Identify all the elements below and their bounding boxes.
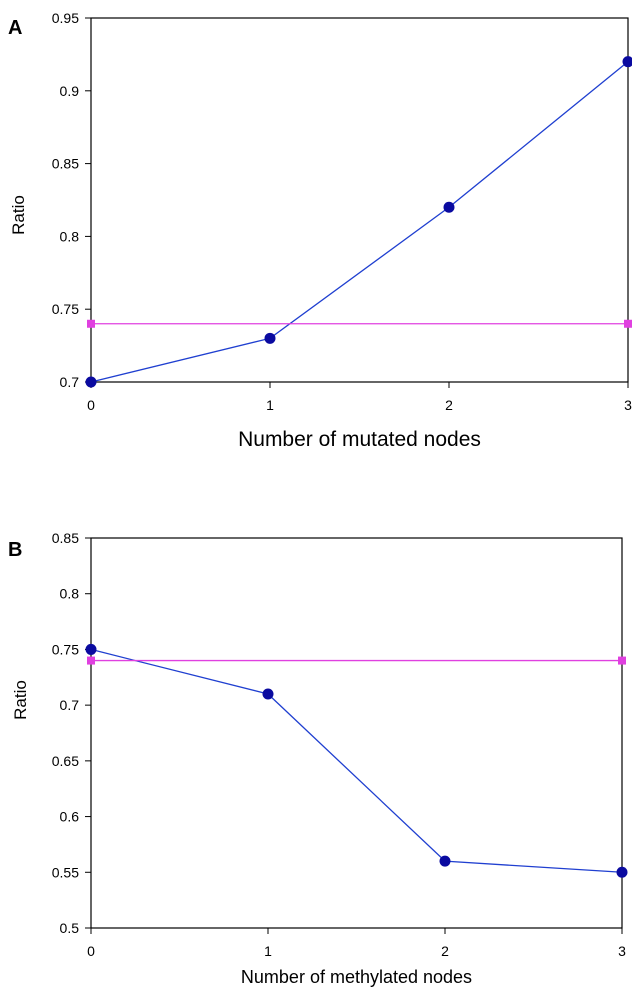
panel-0-y-tick-label: 0.7 bbox=[60, 374, 80, 390]
panel-1-y-tick-label: 0.8 bbox=[60, 586, 80, 602]
panel-1-y-tick-label: 0.85 bbox=[52, 530, 79, 546]
panel-0-y-tick-label: 0.85 bbox=[52, 156, 79, 172]
panel-1-x-tick-label: 3 bbox=[618, 943, 626, 959]
panel-0-series-0-point bbox=[622, 56, 632, 68]
panel-0-letter: A bbox=[8, 17, 22, 39]
panel-1-x-tick-label: 1 bbox=[264, 943, 272, 959]
panel-1-y-tick-label: 0.55 bbox=[52, 864, 79, 880]
panel-1-series-0-line bbox=[90, 648, 623, 873]
panel-0-series-0-point bbox=[443, 201, 455, 213]
panel-1-series-0-point bbox=[616, 866, 628, 878]
panel-1-y-tick-label: 0.75 bbox=[52, 641, 79, 657]
panel-1-series-1-point bbox=[618, 656, 626, 665]
panel-0-series-1-point bbox=[87, 319, 95, 328]
panel-1-y-tick-label: 0.7 bbox=[60, 697, 80, 713]
panel-1-y-tick-label: 0.5 bbox=[60, 920, 80, 936]
panel-0-y-tick-label: 0.75 bbox=[52, 301, 79, 317]
panel-1-series-0-point bbox=[439, 855, 451, 867]
panel-1-y-tick-label: 0.65 bbox=[52, 753, 79, 769]
panel-1-y-axis-label: Ratio bbox=[11, 680, 30, 720]
panel-0-series-0-line bbox=[90, 61, 629, 383]
panel-1-letter: B bbox=[8, 539, 22, 561]
panel-1-series-0-point bbox=[85, 643, 97, 655]
panel-0-x-tick-label: 1 bbox=[266, 397, 274, 413]
panel-0-y-tick-label: 0.9 bbox=[60, 83, 80, 99]
panel-1-x-tick-label: 0 bbox=[87, 943, 95, 959]
panel-0-y-tick-label: 0.95 bbox=[52, 10, 79, 26]
panel-0-x-tick-label: 0 bbox=[87, 397, 95, 413]
panel-1-series-0-point bbox=[262, 688, 274, 700]
panel-1-plot-area bbox=[90, 537, 623, 929]
panel-0-series-0-point bbox=[85, 376, 97, 388]
panel-0-x-tick-label: 2 bbox=[445, 397, 453, 413]
panel-0-x-tick-label: 3 bbox=[624, 397, 632, 413]
panel-0-series-0-point bbox=[264, 332, 276, 344]
panel-1-x-tick-label: 2 bbox=[441, 943, 449, 959]
panel-1-series-1-point bbox=[87, 656, 95, 665]
panel-0-y-axis-label: Ratio bbox=[9, 195, 28, 235]
panel-0-x-axis-label: Number of mutated nodes bbox=[238, 428, 481, 451]
panel-1-x-axis-label: Number of methylated nodes bbox=[241, 967, 472, 987]
panel-0-plot-area bbox=[90, 17, 629, 383]
panel-1-y-tick-label: 0.6 bbox=[60, 809, 80, 825]
panel-0-series-1-point bbox=[624, 319, 632, 328]
panel-0-y-tick-label: 0.8 bbox=[60, 228, 80, 244]
